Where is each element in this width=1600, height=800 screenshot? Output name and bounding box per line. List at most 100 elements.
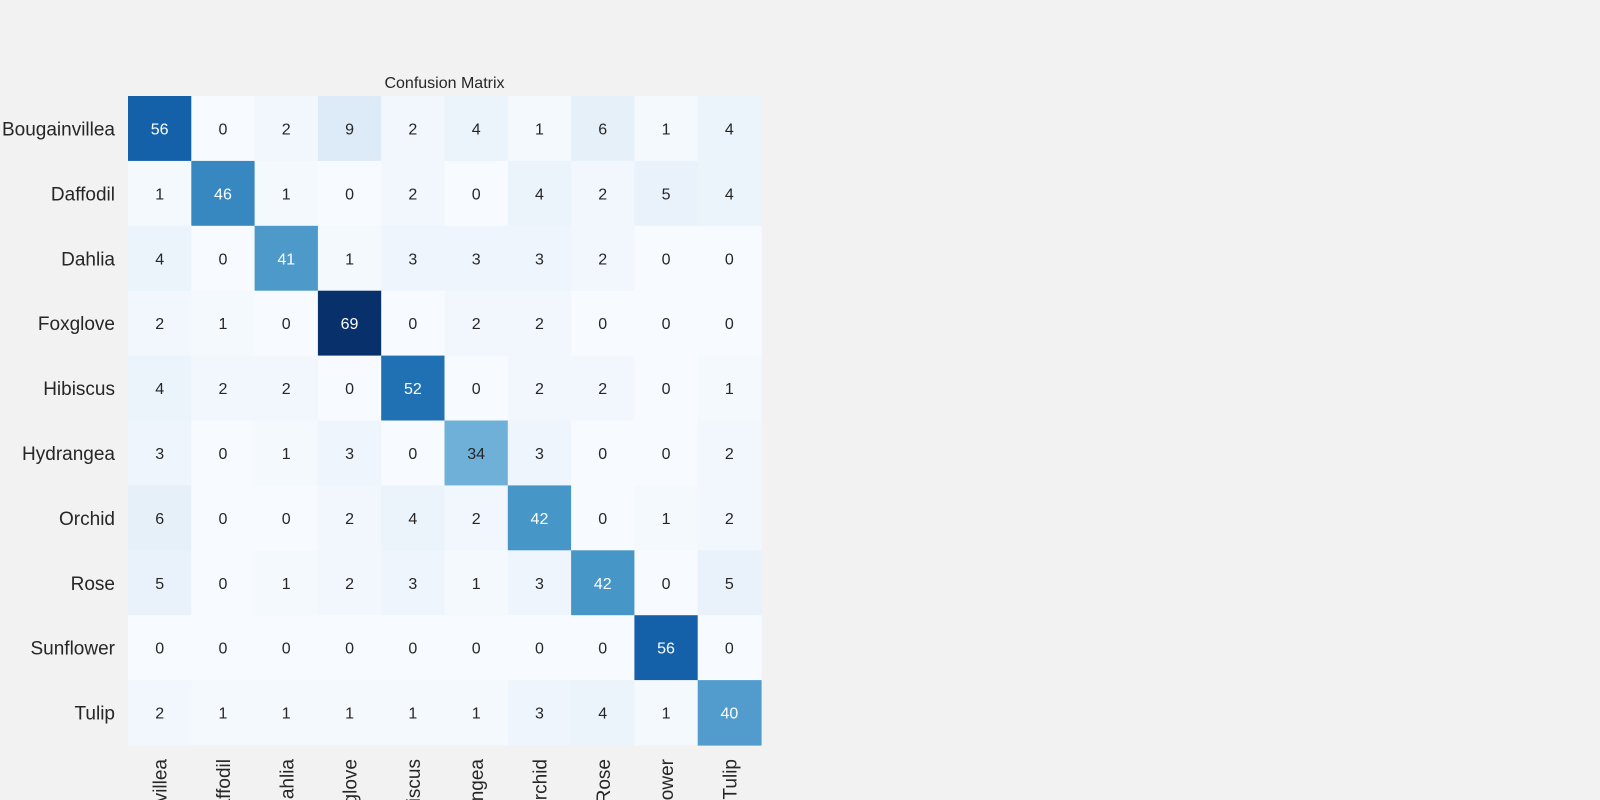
cell-value-r9-c1: 1 bbox=[218, 706, 227, 723]
x-tick-label: Bougainvillea bbox=[151, 759, 172, 800]
heatmap-cell-r5-c5 bbox=[444, 420, 509, 486]
heatmap-cell-r8-c1 bbox=[191, 615, 256, 681]
cell-value-r9-c2: 1 bbox=[282, 706, 291, 723]
cell-value-r3-c9: 0 bbox=[725, 316, 734, 333]
heatmap-cell-r0-c3 bbox=[317, 96, 382, 162]
heatmap-cell-r5-c3 bbox=[317, 420, 382, 486]
heatmap-cell-r8-c5 bbox=[444, 615, 509, 681]
heatmap-cell-r5-c1 bbox=[191, 420, 256, 486]
cell-value-r4-c0: 4 bbox=[155, 381, 164, 398]
cell-value-r7-c2: 1 bbox=[282, 576, 291, 593]
cell-value-r8-c6: 0 bbox=[535, 641, 544, 658]
cell-value-r8-c9: 0 bbox=[725, 641, 734, 658]
heatmap-cell-r1-c6 bbox=[507, 160, 572, 227]
heatmap-cell-r3-c3 bbox=[317, 290, 382, 357]
cell-value-r1-c8: 5 bbox=[662, 186, 671, 203]
cell-value-r3-c0: 2 bbox=[155, 316, 164, 333]
cell-value-r8-c2: 0 bbox=[282, 641, 291, 658]
heatmap-cell-r1-c2 bbox=[254, 160, 319, 227]
cell-value-r1-c2: 1 bbox=[282, 186, 291, 203]
heatmap-cell-r7-c1 bbox=[191, 550, 256, 616]
cell-value-r3-c7: 0 bbox=[598, 316, 607, 333]
heatmap-cell-r0-c5 bbox=[444, 96, 509, 162]
heatmap-cell-r1-c9 bbox=[697, 160, 762, 227]
cell-value-r7-c5: 1 bbox=[472, 576, 481, 593]
cell-value-r3-c4: 0 bbox=[408, 316, 417, 333]
heatmap-cell-r7-c2 bbox=[254, 550, 319, 616]
heatmap-cell-r6-c1 bbox=[191, 485, 256, 551]
heatmap-cell-r6-c4 bbox=[381, 485, 446, 551]
cell-value-r9-c0: 2 bbox=[155, 706, 164, 723]
heatmap-cells bbox=[128, 96, 762, 746]
cell-value-r2-c4: 3 bbox=[408, 251, 417, 268]
heatmap-cell-r4-c8 bbox=[634, 355, 699, 422]
cell-value-r2-c0: 4 bbox=[155, 251, 164, 268]
heatmap-cell-r6-c2 bbox=[254, 485, 319, 551]
cell-value-r5-c4: 0 bbox=[408, 446, 417, 463]
x-tick-label: Hydrangea bbox=[467, 759, 488, 800]
heatmap-cell-r3-c1 bbox=[191, 290, 256, 357]
heatmap-cell-r7-c6 bbox=[507, 550, 572, 616]
heatmap-cell-r8-c0 bbox=[128, 615, 192, 681]
heatmap-cell-r9-c7 bbox=[571, 680, 635, 746]
heatmap-cell-r1-c3 bbox=[317, 160, 382, 227]
heatmap-cell-r9-c5 bbox=[444, 680, 509, 746]
heatmap-cell-r5-c9 bbox=[697, 420, 762, 486]
heatmap-cell-r7-c3 bbox=[317, 550, 382, 616]
cell-value-r4-c2: 2 bbox=[282, 381, 291, 398]
cell-value-r6-c7: 0 bbox=[598, 511, 607, 528]
cell-value-r1-c6: 4 bbox=[535, 186, 544, 203]
heatmap-cell-r3-c5 bbox=[444, 290, 509, 357]
heatmap-cell-r2-c1 bbox=[191, 225, 256, 292]
cell-value-r3-c3: 69 bbox=[341, 316, 359, 333]
cell-value-r7-c6: 3 bbox=[535, 576, 544, 593]
heatmap-cell-r0-c8 bbox=[634, 96, 699, 162]
y-tick-label: Tulip bbox=[75, 704, 115, 725]
cell-value-r7-c8: 0 bbox=[662, 576, 671, 593]
heatmap-cell-r6-c8 bbox=[634, 485, 699, 551]
heatmap-cell-r0-c7 bbox=[571, 96, 635, 162]
x-tick-label: Hibiscus bbox=[404, 759, 425, 800]
cell-value-r3-c5: 2 bbox=[472, 316, 481, 333]
cell-value-r1-c0: 1 bbox=[155, 186, 164, 203]
heatmap-cell-r6-c9 bbox=[697, 485, 762, 551]
heatmap-cell-r9-c4 bbox=[381, 680, 446, 746]
cell-value-r4-c8: 0 bbox=[662, 381, 671, 398]
cell-value-r2-c5: 3 bbox=[472, 251, 481, 268]
cell-value-r4-c1: 2 bbox=[218, 381, 227, 398]
heatmap-cell-r6-c7 bbox=[571, 485, 635, 551]
x-tick-label: Daffodil bbox=[214, 759, 235, 800]
cell-value-r2-c7: 2 bbox=[598, 251, 607, 268]
heatmap-cell-r8-c2 bbox=[254, 615, 319, 681]
x-tick-label: Rose bbox=[594, 759, 615, 800]
cell-value-r0-c4: 2 bbox=[408, 121, 417, 138]
cell-value-r1-c3: 0 bbox=[345, 186, 354, 203]
cell-value-r9-c9: 40 bbox=[720, 706, 738, 723]
cell-value-r6-c9: 2 bbox=[725, 511, 734, 528]
cell-value-r7-c1: 0 bbox=[218, 576, 227, 593]
heatmap-cell-r6-c5 bbox=[444, 485, 509, 551]
heatmap-cell-r1-c7 bbox=[571, 160, 635, 227]
cell-value-r5-c2: 1 bbox=[282, 446, 291, 463]
cell-value-r2-c3: 1 bbox=[345, 251, 354, 268]
cell-value-r8-c3: 0 bbox=[345, 641, 354, 658]
heatmap-cell-r5-c7 bbox=[571, 420, 635, 486]
heatmap-cell-r8-c3 bbox=[317, 615, 382, 681]
heatmap-cell-r4-c2 bbox=[254, 355, 319, 422]
heatmap-cell-r1-c1 bbox=[191, 160, 256, 227]
y-tick-label: Dahlia bbox=[61, 249, 115, 270]
cell-value-r5-c1: 0 bbox=[218, 446, 227, 463]
heatmap-cell-r3-c9 bbox=[697, 290, 762, 357]
cell-value-r5-c6: 3 bbox=[535, 446, 544, 463]
heatmap-cell-r4-c6 bbox=[507, 355, 572, 422]
heatmap-cell-r4-c3 bbox=[317, 355, 382, 422]
cell-value-r5-c0: 3 bbox=[155, 446, 164, 463]
cell-value-r5-c7: 0 bbox=[598, 446, 607, 463]
heatmap-cell-r2-c8 bbox=[634, 225, 699, 292]
cell-value-r9-c8: 1 bbox=[662, 706, 671, 723]
cell-value-r5-c5: 34 bbox=[467, 446, 485, 463]
heatmap-cell-r6-c0 bbox=[128, 485, 192, 551]
x-tick-label: Dahlia bbox=[277, 759, 298, 800]
heatmap-cell-r6-c3 bbox=[317, 485, 382, 551]
cell-value-r0-c2: 2 bbox=[282, 121, 291, 138]
